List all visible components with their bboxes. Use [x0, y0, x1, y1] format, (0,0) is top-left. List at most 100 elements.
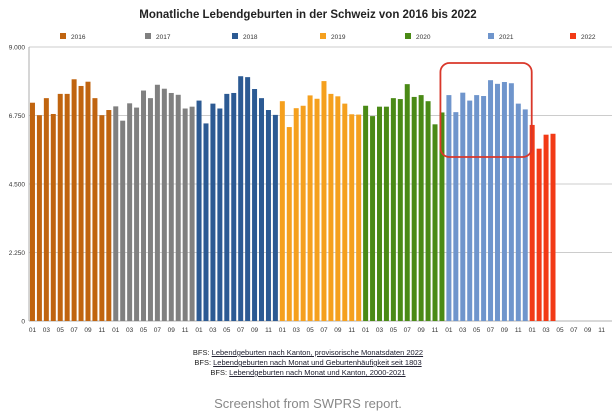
x-tick-label: 09: [251, 327, 259, 334]
source-link-3[interactable]: Lebendgeburten nach Monat und Kanton, 20…: [229, 368, 406, 377]
bar-2022-2: [536, 148, 542, 321]
x-tick-label: 11: [99, 327, 106, 334]
bar-2020-10: [425, 101, 431, 322]
x-tick-label: 09: [168, 327, 176, 334]
bar-2016-9: [85, 81, 91, 321]
bar-2017-1: [113, 106, 119, 321]
bar-2020-3: [376, 106, 382, 321]
bar-2020-6: [397, 99, 403, 321]
bar-2020-5: [390, 98, 396, 321]
bar-2021-1: [446, 95, 452, 321]
bar-2017-10: [175, 94, 181, 321]
bar-2021-10: [508, 83, 514, 322]
x-tick-label: 07: [487, 327, 495, 334]
x-tick-label: 03: [293, 327, 301, 334]
x-tick-label: 11: [515, 327, 522, 334]
legend-label-2020: 2020: [416, 34, 431, 41]
bar-2022-4: [550, 133, 556, 321]
x-tick-label: 11: [598, 327, 605, 334]
x-tick-label: 01: [279, 327, 287, 334]
x-tick-label: 01: [29, 327, 37, 334]
x-tick-label: 05: [140, 327, 148, 334]
legend-swatch-2018: [232, 33, 238, 39]
bar-2021-3: [460, 92, 466, 322]
bar-2017-7: [154, 84, 160, 321]
bar-2019-4: [300, 105, 306, 321]
x-tick-label: 07: [70, 327, 78, 334]
source-link-2[interactable]: Lebendgeburten nach Monat und Geburtenhä…: [213, 358, 422, 367]
y-tick-label: 6.750: [9, 113, 26, 120]
x-tick-label: 11: [265, 327, 272, 334]
bar-2019-3: [293, 108, 299, 322]
bar-2020-7: [404, 84, 410, 322]
bars: [29, 76, 556, 322]
x-tick-label: 11: [348, 327, 355, 334]
source-line-3: BFS: Lebendgeburten nach Monat und Kanto…: [0, 368, 616, 377]
bar-2018-2: [203, 123, 209, 321]
bar-2019-8: [328, 93, 334, 321]
legend-swatch-2019: [320, 33, 326, 39]
bar-2021-9: [501, 82, 507, 321]
gridlines: 0 2.250 4.500 6.750 9.000: [9, 45, 612, 326]
source-line-2: BFS: Lebendgeburten nach Monat und Gebur…: [0, 358, 616, 367]
x-tick-label: 05: [306, 327, 314, 334]
bar-2021-12: [522, 109, 528, 322]
caption: Screenshot from SWPRS report.: [214, 396, 402, 411]
source-prefix: BFS:: [194, 358, 212, 367]
bar-2017-12: [189, 106, 195, 321]
bar-2018-3: [210, 103, 216, 321]
bar-2016-5: [57, 93, 63, 321]
bar-2018-10: [259, 98, 265, 321]
bar-2016-1: [29, 102, 35, 321]
bar-2018-8: [245, 77, 251, 321]
y-tick-label: 2.250: [9, 250, 26, 257]
bar-2016-2: [36, 115, 42, 321]
x-tick-label: 03: [542, 327, 550, 334]
bar-2017-4: [134, 107, 140, 321]
x-tick-label: 05: [556, 327, 564, 334]
bar-2016-8: [78, 85, 84, 321]
x-tick-label: 05: [57, 327, 65, 334]
bar-2017-8: [161, 88, 167, 321]
y-tick-label: 0: [21, 319, 25, 326]
bar-2019-9: [335, 96, 341, 321]
x-tick-label: 11: [432, 327, 439, 334]
bar-2019-10: [342, 103, 348, 321]
x-tick-label: 09: [501, 327, 509, 334]
chart-title: Monatliche Lebendgeburten in der Schweiz…: [139, 9, 476, 21]
x-tick-label: 09: [84, 327, 92, 334]
x-tick-label: 03: [459, 327, 467, 334]
x-tick-label: 03: [376, 327, 384, 334]
source-prefix: BFS:: [192, 348, 210, 357]
legend-label-2021: 2021: [499, 34, 514, 41]
x-tick-label: 03: [126, 327, 134, 334]
bar-2020-2: [370, 116, 376, 321]
x-tick-label: 01: [112, 327, 120, 334]
bar-2018-6: [231, 92, 237, 322]
bar-2017-11: [182, 108, 188, 322]
bar-2021-6: [481, 96, 487, 321]
legend-label-2018: 2018: [243, 34, 258, 41]
bar-2021-4: [467, 100, 473, 322]
x-tick-label: 07: [320, 327, 328, 334]
source-link-1[interactable]: Lebendgeburten nach Kanton, provisorisch…: [211, 348, 424, 357]
bar-2018-9: [252, 89, 258, 321]
births-chart: Monatliche Lebendgeburten in der Schweiz…: [9, 9, 612, 334]
x-tick-label: 11: [182, 327, 189, 334]
x-tick-label: 07: [570, 327, 578, 334]
bar-2021-8: [494, 83, 500, 322]
bar-2020-12: [439, 112, 445, 321]
bar-2017-9: [168, 92, 174, 322]
bar-2016-4: [50, 113, 56, 321]
bar-2018-5: [224, 93, 230, 321]
x-tick-label: 03: [209, 327, 217, 334]
legend-label-2019: 2019: [331, 34, 346, 41]
bar-2021-7: [488, 80, 494, 321]
source-line-1: BFS: Lebendgeburten nach Kanton, proviso…: [0, 348, 616, 357]
bar-2021-2: [453, 112, 459, 321]
x-tick-label: 01: [445, 327, 453, 334]
bar-2021-5: [474, 95, 480, 321]
legend-swatch-2021: [488, 33, 494, 39]
bar-2022-3: [543, 134, 549, 321]
bar-2021-11: [515, 103, 521, 321]
